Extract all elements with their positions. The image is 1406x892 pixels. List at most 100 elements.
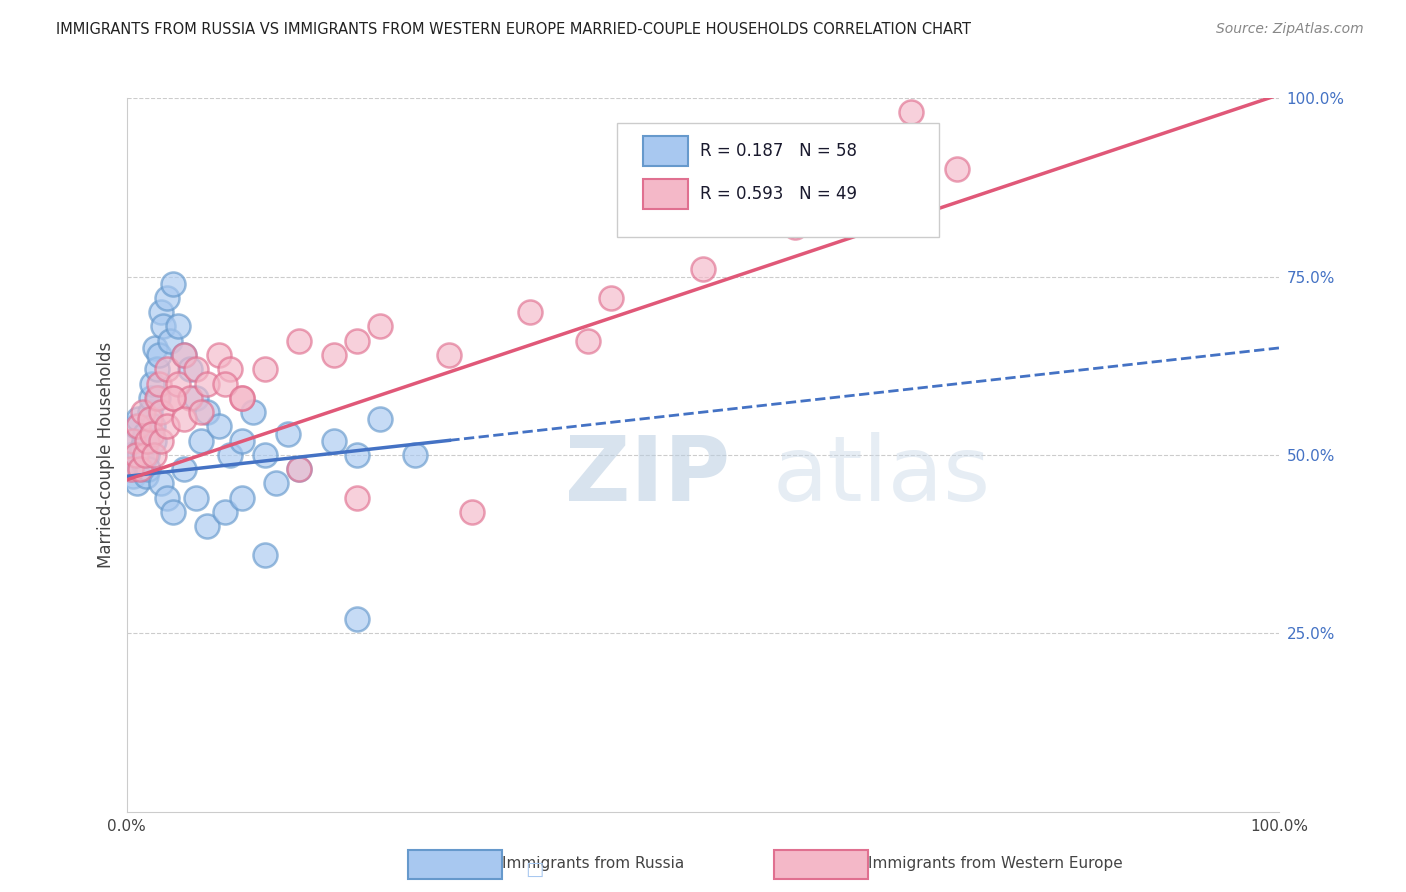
Text: IMMIGRANTS FROM RUSSIA VS IMMIGRANTS FROM WESTERN EUROPE MARRIED-COUPLE HOUSEHOL: IMMIGRANTS FROM RUSSIA VS IMMIGRANTS FRO… — [56, 22, 972, 37]
Point — [231, 391, 253, 405]
Point — [152, 319, 174, 334]
Point — [120, 462, 142, 476]
Point — [139, 391, 162, 405]
Point — [156, 419, 179, 434]
Point — [576, 334, 599, 348]
Point — [945, 162, 967, 177]
Point — [150, 305, 173, 319]
Text: Immigrants from Russia: Immigrants from Russia — [502, 855, 685, 871]
Point — [266, 476, 288, 491]
Point — [122, 434, 145, 448]
Point — [599, 291, 621, 305]
Point — [132, 434, 155, 448]
Point — [125, 419, 148, 434]
Point — [131, 455, 153, 469]
Point — [145, 362, 167, 376]
Point — [121, 462, 143, 476]
Point — [214, 505, 236, 519]
Point — [129, 462, 152, 476]
Point — [195, 519, 218, 533]
Point — [136, 448, 159, 462]
Point — [184, 391, 207, 405]
Point — [208, 348, 231, 362]
FancyBboxPatch shape — [616, 123, 939, 237]
Point — [127, 419, 149, 434]
Point — [184, 362, 207, 376]
Point — [231, 391, 253, 405]
Text: Source: ZipAtlas.com: Source: ZipAtlas.com — [1216, 22, 1364, 37]
Point — [148, 348, 170, 362]
Point — [173, 348, 195, 362]
Point — [162, 277, 184, 291]
Point — [323, 434, 346, 448]
FancyBboxPatch shape — [408, 850, 502, 879]
Point — [190, 434, 212, 448]
Point — [156, 362, 179, 376]
Point — [179, 391, 201, 405]
Point — [179, 362, 201, 376]
Point — [159, 334, 181, 348]
Point — [135, 469, 157, 483]
Point — [150, 476, 173, 491]
Point — [439, 348, 461, 362]
Point — [231, 491, 253, 505]
Point — [173, 348, 195, 362]
Point — [900, 105, 922, 120]
Point — [865, 205, 887, 219]
Point — [145, 391, 167, 405]
Point — [288, 462, 311, 476]
Point — [404, 448, 426, 462]
Point — [162, 505, 184, 519]
Point — [146, 391, 169, 405]
FancyBboxPatch shape — [773, 850, 869, 879]
Point — [208, 419, 231, 434]
Point — [288, 462, 311, 476]
Point — [346, 612, 368, 626]
Point — [156, 491, 179, 505]
Point — [124, 434, 146, 448]
Point — [167, 319, 190, 334]
Point — [138, 412, 160, 426]
Point — [145, 341, 166, 355]
Text: Immigrants from Western Europe: Immigrants from Western Europe — [869, 855, 1123, 871]
Point — [346, 448, 368, 462]
Point — [143, 448, 166, 462]
Point — [173, 462, 195, 476]
Point — [134, 448, 156, 462]
Point — [131, 441, 153, 455]
Point — [162, 391, 184, 405]
Point — [519, 305, 541, 319]
Point — [219, 362, 242, 376]
Point — [142, 419, 165, 434]
Point — [131, 405, 153, 419]
Point — [253, 448, 276, 462]
Point — [122, 469, 145, 483]
Point — [150, 405, 173, 419]
Text: □: □ — [524, 860, 544, 880]
Y-axis label: Married-couple Households: Married-couple Households — [97, 342, 115, 568]
Point — [195, 405, 218, 419]
Point — [231, 434, 253, 448]
Point — [141, 426, 163, 441]
Point — [692, 262, 714, 277]
Point — [214, 376, 236, 391]
Point — [141, 376, 163, 391]
Point — [346, 491, 368, 505]
Point — [190, 405, 212, 419]
Point — [162, 391, 184, 405]
Point — [368, 412, 391, 426]
Point — [461, 505, 484, 519]
Point — [195, 376, 218, 391]
Point — [129, 462, 152, 476]
Point — [749, 177, 772, 191]
Point — [150, 434, 173, 448]
Point — [288, 334, 311, 348]
Point — [184, 491, 207, 505]
Point — [277, 426, 299, 441]
Point — [253, 362, 276, 376]
Point — [219, 448, 242, 462]
Point — [138, 405, 160, 419]
Point — [253, 548, 276, 562]
Text: ZIP: ZIP — [565, 433, 730, 520]
Point — [785, 219, 807, 234]
